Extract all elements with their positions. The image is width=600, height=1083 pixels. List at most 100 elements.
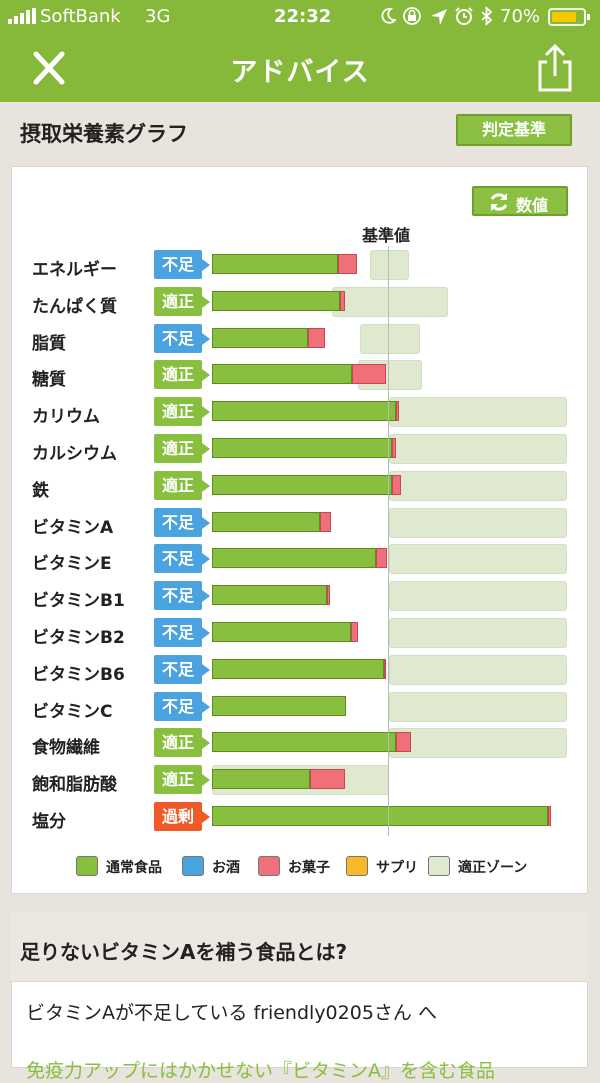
nutrient-name: 糖質 (32, 370, 66, 391)
nutrient-name: ビタミンB1 (32, 591, 125, 612)
status-badge: 不足 (154, 691, 210, 721)
snack-bar (384, 658, 386, 679)
section-title: 摂取栄養素グラフ (20, 122, 188, 146)
close-button[interactable] (28, 48, 70, 88)
status-badge-text: 不足 (161, 623, 194, 642)
status-badge-text: 適正 (161, 733, 194, 753)
status-badge: 適正 (154, 434, 210, 463)
snack-bar (352, 364, 386, 385)
normal-food-bar (212, 290, 340, 311)
clock: 22:32 (274, 6, 332, 27)
base-value-line (388, 246, 389, 836)
normal-food-bar (212, 438, 392, 458)
normal-food-bar (212, 548, 376, 569)
normal-food-bar (212, 622, 351, 642)
lock-rotation-icon (402, 6, 422, 31)
legend-label: 通常食品 (106, 860, 162, 876)
nutrient-row: カルシウム 適正 (0, 432, 600, 466)
nutrient-row: ビタミンB6 不足 (0, 653, 600, 687)
location-icon (430, 8, 448, 31)
recommend-title: 足りないビタミンAを補う食品とは? (20, 940, 348, 964)
status-badge: 不足 (154, 618, 210, 647)
nutrient-row: 糖質 適正 (0, 358, 600, 392)
carrier-label: SoftBank (40, 6, 121, 27)
legend-label: お酒 (212, 860, 240, 876)
value-toggle-button[interactable]: 数値 (472, 186, 568, 216)
recommend-subtitle: ビタミンAが不足している friendly0205さん へ (26, 1002, 437, 1024)
status-badge-text: 不足 (161, 586, 194, 606)
normal-food-bar (212, 769, 310, 790)
status-badge: 適正 (154, 286, 210, 316)
nutrient-name: カルシウム (32, 444, 117, 464)
status-badge: 適正 (154, 397, 210, 427)
legend-swatch (76, 856, 98, 876)
nav-bar: アドバイス (0, 34, 600, 102)
nutrient-row: カリウム 適正 (0, 395, 600, 429)
proper-zone (389, 544, 567, 575)
normal-food-bar (212, 806, 548, 826)
status-badge-text: 適正 (161, 770, 194, 790)
status-badge-text: 不足 (161, 255, 194, 274)
share-button[interactable] (534, 42, 576, 94)
proper-zone (389, 434, 567, 464)
nutrient-name: ビタミンE (32, 554, 112, 575)
nutrient-name: ビタミンB2 (32, 628, 125, 648)
recommend-card-header (11, 912, 588, 982)
proper-zone (389, 397, 567, 428)
status-badge-text: 不足 (161, 328, 194, 348)
criteria-button[interactable]: 判定基準 (456, 114, 572, 146)
nutrient-name: 鉄 (32, 480, 49, 501)
status-badge: 過剰 (154, 802, 210, 831)
refresh-icon (490, 193, 508, 211)
status-badge-text: 不足 (161, 549, 194, 569)
normal-food-bar (212, 327, 308, 348)
status-bar: SoftBank 3G 22:32 70% (0, 0, 600, 34)
status-badge-text: 適正 (161, 475, 194, 495)
status-badge-text: 適正 (161, 291, 194, 311)
snack-bar (396, 732, 411, 753)
recommend-link[interactable]: 免疫力アップにはかかせない『ビタミンA』を含む食品 (26, 1060, 495, 1082)
signal-icon (8, 8, 38, 29)
status-badge: 不足 (154, 507, 210, 537)
share-icon (538, 43, 572, 92)
nutrient-name: ビタミンB6 (32, 664, 125, 685)
snack-bar (310, 769, 345, 790)
normal-food-bar (212, 658, 384, 679)
proper-zone (332, 286, 448, 317)
nutrient-row: ビタミンE 不足 (0, 542, 600, 576)
battery-level: 70% (500, 6, 541, 27)
nutrient-row: 鉄 適正 (0, 469, 600, 503)
page-title: アドバイス (230, 57, 370, 88)
battery-icon (548, 8, 592, 31)
snack-bar (327, 585, 330, 606)
proper-zone (360, 323, 420, 354)
nutrient-name: 脂質 (32, 333, 66, 354)
legend-swatch (182, 856, 204, 876)
normal-food-bar (212, 364, 352, 385)
nutrient-row: ビタミンB1 不足 (0, 579, 600, 613)
nutrient-name: 飽和脂肪酸 (32, 775, 117, 796)
nutrient-row: 食物繊維 適正 (0, 726, 600, 760)
legend-swatch (428, 856, 450, 876)
alarm-icon (454, 6, 474, 31)
status-badge: 不足 (154, 323, 210, 353)
snack-bar (351, 622, 358, 642)
nutrient-row: 塩分 過剰 (0, 800, 600, 834)
nutrient-name: ビタミンC (32, 701, 113, 722)
proper-zone (370, 250, 409, 280)
nutrient-row: ビタミンC 不足 (0, 690, 600, 724)
status-badge: 適正 (154, 470, 210, 500)
base-value-label: 基準値 (362, 226, 411, 245)
snack-bar (338, 254, 357, 274)
status-badge-text: 過剰 (161, 807, 194, 826)
proper-zone (389, 618, 567, 648)
proper-zone (389, 470, 567, 501)
legend-label: サプリ (376, 860, 418, 876)
status-badge-text: 不足 (161, 659, 194, 679)
snack-bar (340, 290, 345, 311)
status-badge-text: 適正 (161, 365, 194, 385)
legend-swatch (346, 856, 368, 876)
status-badge-text: 適正 (161, 439, 194, 458)
status-badge: 適正 (154, 360, 210, 390)
nutrient-row: たんぱく質 適正 (0, 285, 600, 319)
